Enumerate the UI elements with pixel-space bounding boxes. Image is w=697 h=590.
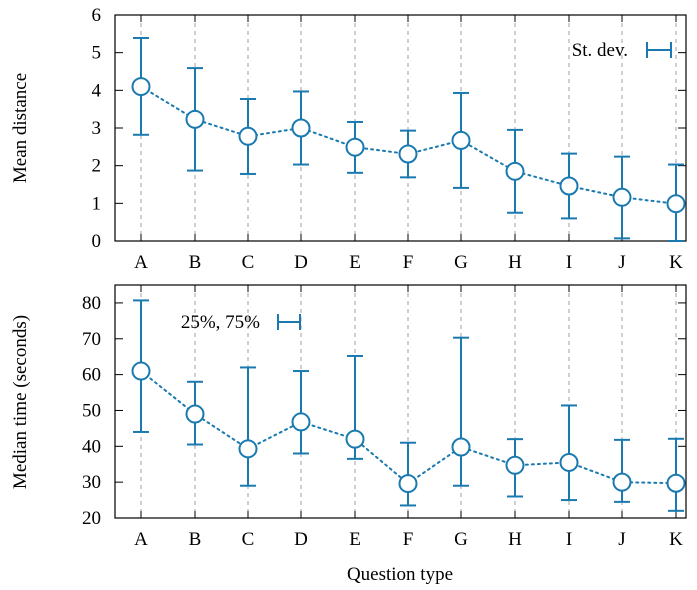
x-tick-label: B xyxy=(189,252,202,273)
error-bar xyxy=(453,336,469,487)
y-tick-label: 40 xyxy=(82,436,101,457)
bottom-plot-frame xyxy=(114,284,687,519)
x-tick-label: A xyxy=(134,252,148,273)
data-point xyxy=(505,161,525,181)
data-point xyxy=(612,187,632,207)
data-point xyxy=(612,472,632,492)
bottom-legend: 25%, 75% xyxy=(181,312,301,333)
data-point xyxy=(451,130,471,150)
error-bar xyxy=(240,366,256,487)
top-y-axis-label: Mean distance xyxy=(10,73,31,183)
data-point xyxy=(238,439,258,459)
x-tick-label: E xyxy=(349,529,361,550)
bottom-series xyxy=(131,299,686,512)
x-tick-label: G xyxy=(454,529,468,550)
data-point xyxy=(345,429,365,449)
y-tick-label: 6 xyxy=(92,5,102,26)
data-point xyxy=(185,404,205,424)
error-bar xyxy=(293,370,309,455)
x-tick-label: I xyxy=(566,529,572,550)
x-tick-label: J xyxy=(618,252,625,273)
bottom-chart: 20 30 40 50 60 70 80 A B C D E F G H I J K Median time (… xyxy=(10,284,687,585)
error-bar xyxy=(614,438,630,503)
y-tick-label: 80 xyxy=(82,293,101,314)
data-point xyxy=(559,452,579,472)
y-tick-label: 30 xyxy=(82,472,101,493)
data-point xyxy=(398,474,418,494)
top-x-axis: A B C D E F G H I J K xyxy=(134,15,683,273)
top-chart: 0 1 2 3 4 5 6 A B C D E F G H I J K Mean distance St. de… xyxy=(10,5,687,273)
bottom-legend-label: 25%, 75% xyxy=(181,312,260,333)
bottom-y-axis: 20 30 40 50 60 70 80 xyxy=(82,293,686,529)
y-tick-label: 4 xyxy=(92,80,102,101)
bottom-x-axis-label: Question type xyxy=(347,564,453,585)
data-point xyxy=(559,176,579,196)
data-point xyxy=(291,412,311,432)
top-legend-label: St. dev. xyxy=(572,40,628,61)
x-tick-label: C xyxy=(242,252,255,273)
x-tick-label: C xyxy=(242,529,255,550)
y-tick-label: 20 xyxy=(82,508,101,529)
data-point xyxy=(666,473,686,493)
bottom-x-axis: A B C D E F G H I J K xyxy=(134,285,683,550)
data-point xyxy=(398,144,418,164)
data-point xyxy=(131,77,151,97)
data-point xyxy=(505,455,525,475)
error-bar xyxy=(561,404,577,502)
y-tick-label: 0 xyxy=(92,231,102,252)
data-point xyxy=(291,118,311,138)
x-tick-label: D xyxy=(294,529,308,550)
top-legend: St. dev. xyxy=(572,40,672,61)
data-point xyxy=(238,126,258,146)
top-series xyxy=(131,36,686,242)
x-tick-label: H xyxy=(508,529,522,550)
x-tick-label: D xyxy=(294,252,308,273)
bottom-y-axis-label: Median time (seconds) xyxy=(10,315,31,489)
x-tick-label: K xyxy=(669,252,683,273)
x-tick-label: K xyxy=(669,529,683,550)
y-tick-label: 1 xyxy=(92,193,102,214)
x-tick-label: G xyxy=(454,252,468,273)
data-point xyxy=(185,109,205,129)
x-tick-label: J xyxy=(618,529,625,550)
y-tick-label: 70 xyxy=(82,329,101,350)
y-tick-label: 50 xyxy=(82,400,101,421)
y-tick-label: 3 xyxy=(92,118,102,139)
y-tick-label: 60 xyxy=(82,365,101,386)
top-legend-errorbar-icon xyxy=(646,42,672,58)
x-tick-label: H xyxy=(508,252,522,273)
x-tick-label: B xyxy=(189,529,202,550)
bottom-legend-errorbar-icon xyxy=(277,314,301,330)
x-tick-label: I xyxy=(566,252,572,273)
data-point xyxy=(345,137,365,157)
data-point xyxy=(451,437,471,457)
data-point xyxy=(131,361,151,381)
x-tick-label: E xyxy=(349,252,361,273)
x-tick-label: A xyxy=(134,529,148,550)
x-tick-label: F xyxy=(403,252,414,273)
data-point xyxy=(666,194,686,214)
top-y-axis: 0 1 2 3 4 5 6 xyxy=(92,5,686,252)
y-tick-label: 2 xyxy=(92,156,102,177)
x-tick-label: F xyxy=(403,529,414,550)
y-tick-label: 5 xyxy=(92,43,102,64)
